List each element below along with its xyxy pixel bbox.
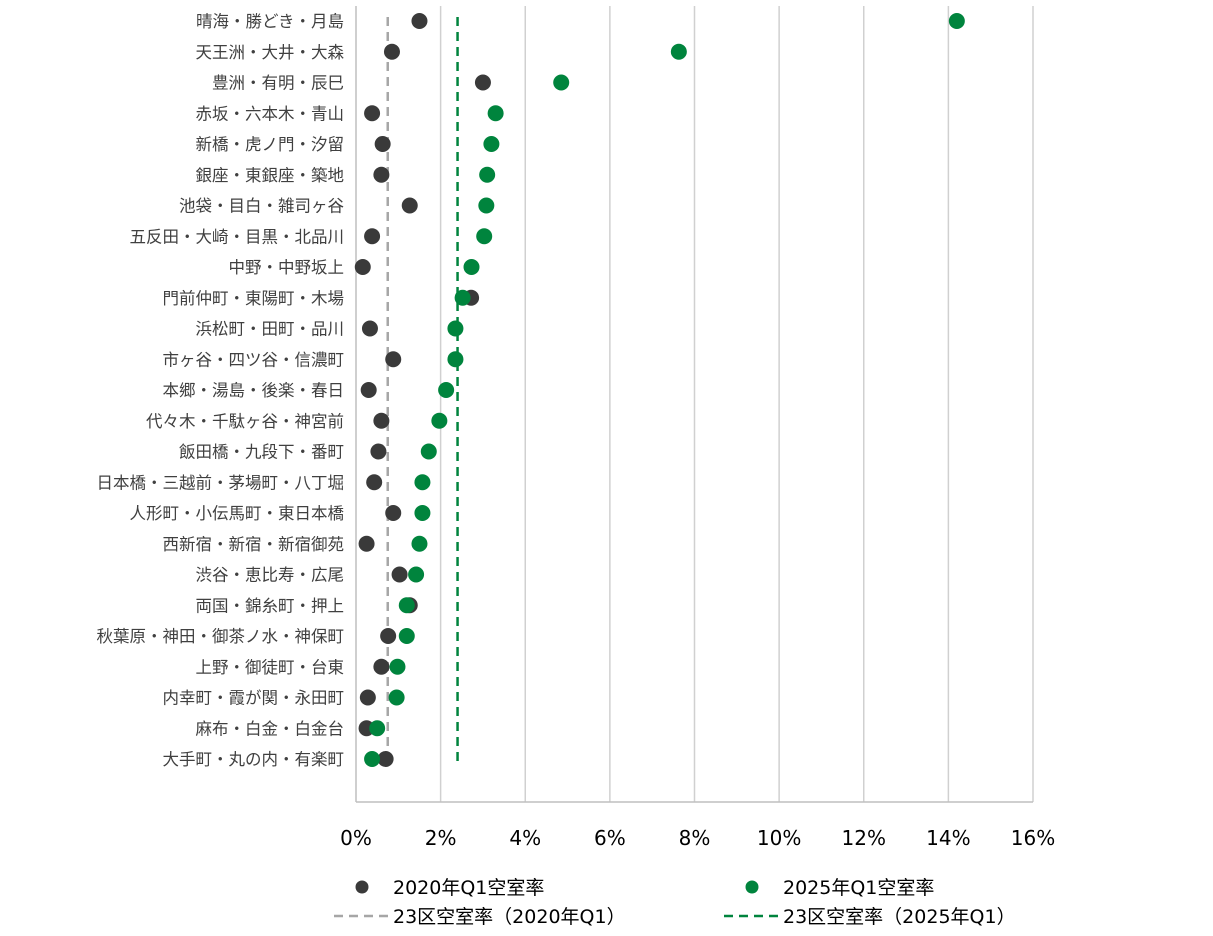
data-point (373, 166, 390, 183)
category-label: 渋谷・恵比寿・広尾 (196, 566, 345, 585)
data-point (358, 535, 375, 552)
data-point (431, 412, 448, 429)
category-label: 市ヶ谷・四ツ谷・信濃町 (163, 350, 345, 369)
category-label: 人形町・小伝馬町・東日本橋 (130, 504, 345, 523)
category-label: 上野・御徒町・台東 (196, 658, 345, 677)
category-label: 池袋・目白・雑司ヶ谷 (179, 197, 344, 216)
category-label: 赤坂・六本木・青山 (196, 104, 345, 123)
category-label: 両国・錦糸町・押上 (196, 596, 345, 615)
data-point (479, 166, 496, 183)
data-point (377, 751, 394, 767)
x-tick-label: 8% (679, 826, 711, 850)
data-point (369, 720, 386, 737)
data-point (398, 597, 415, 614)
x-tick-label: 14% (926, 826, 970, 850)
category-label: 飯田橋・九段下・番町 (179, 443, 344, 462)
x-tick-label: 4% (509, 826, 541, 850)
data-point (411, 535, 428, 552)
data-point (438, 382, 455, 398)
data-point (474, 74, 491, 91)
category-label: 秋葉原・神田・御茶ノ水・神保町 (97, 627, 345, 646)
category-label: 豊洲・有明・辰巳 (212, 74, 344, 93)
category-label: 本郷・湯島・後楽・春日 (163, 381, 345, 400)
data-point (360, 382, 377, 398)
data-point (366, 474, 383, 491)
data-point (374, 136, 391, 152)
data-point (483, 136, 500, 152)
x-tick-label: 2% (425, 826, 457, 850)
category-label: 西新宿・新宿・新宿御苑 (163, 535, 345, 554)
data-point (411, 13, 428, 29)
data-point (383, 43, 400, 60)
data-point (354, 259, 371, 275)
category-label: 新橋・虎ノ門・汐留 (196, 135, 345, 154)
data-point (478, 197, 495, 214)
data-point (447, 320, 464, 337)
legend-marker (355, 880, 369, 894)
category-label: 銀座・東銀座・築地 (196, 166, 345, 185)
data-point (364, 105, 381, 122)
x-tick-label: 6% (594, 826, 626, 850)
data-point (401, 197, 418, 214)
legend-label: 23区空室率（2025年Q1） (783, 906, 1016, 928)
legend-label: 2025年Q1空室率 (783, 877, 934, 899)
data-point (380, 628, 397, 644)
data-point (553, 74, 570, 91)
data-point (670, 43, 687, 60)
data-point (385, 505, 402, 521)
x-tick-label: 16% (1011, 826, 1055, 850)
x-tick-labels: 0% 2% 4% 6% 8% 10% 12% 14% 16% (340, 826, 1055, 850)
data-point (373, 412, 390, 429)
category-labels: 晴海・勝どき・月島天王洲・大井・大森豊洲・有明・辰巳赤坂・六本木・青山新橋・虎ノ… (97, 12, 345, 769)
category-label: 中野・中野坂上 (229, 258, 345, 277)
grid-lines (355, 6, 1034, 803)
data-point (420, 443, 437, 460)
data-point (370, 443, 387, 460)
data-point (359, 689, 376, 706)
data-point (373, 658, 390, 675)
category-label: 門前仲町・東陽町・木場 (163, 289, 345, 308)
category-label: 麻布・白金・白金台 (196, 719, 345, 738)
legend-label: 2020年Q1空室率 (393, 877, 544, 899)
legend-label: 23区空室率（2020年Q1） (393, 906, 626, 928)
data-point (487, 105, 504, 122)
x-tick-label: 0% (340, 826, 372, 850)
data-point (389, 658, 406, 675)
data-point (391, 566, 408, 583)
data-point (948, 13, 965, 29)
data-points (354, 13, 965, 767)
data-point (476, 228, 493, 245)
category-label: 日本橋・三越前・茅場町・八丁堀 (97, 473, 345, 492)
data-point (447, 351, 464, 368)
data-point (361, 320, 378, 337)
category-label: 大手町・丸の内・有楽町 (163, 750, 345, 769)
x-tick-label: 12% (842, 826, 886, 850)
category-label: 晴海・勝どき・月島 (196, 12, 344, 31)
category-label: 浜松町・田町・品川 (196, 320, 345, 339)
data-point (414, 505, 431, 521)
legend-marker (745, 880, 759, 894)
data-point (364, 751, 381, 767)
legend: 2020年Q1空室率 2025年Q1空室率 23区空室率（2020年Q1） 23区空室… (334, 877, 1016, 928)
category-label: 五反田・大崎・目黒・北品川 (130, 227, 345, 246)
data-point (388, 689, 405, 706)
data-point (385, 351, 402, 368)
data-point (398, 628, 415, 644)
category-label: 内幸町・霞が関・永田町 (163, 689, 345, 708)
data-point (463, 259, 480, 275)
data-point (414, 474, 431, 491)
category-label: 代々木・千駄ヶ谷・神宮前 (146, 412, 344, 431)
x-tick-label: 10% (757, 826, 801, 850)
data-point (364, 228, 381, 245)
category-label: 天王洲・大井・大森 (196, 43, 345, 62)
data-point (408, 566, 425, 583)
data-point (454, 289, 471, 306)
